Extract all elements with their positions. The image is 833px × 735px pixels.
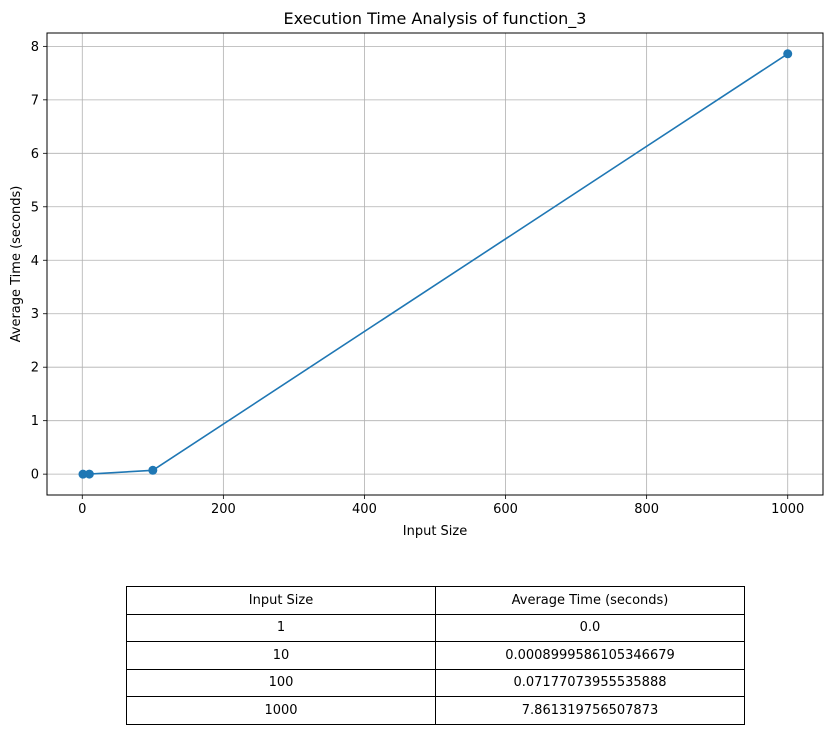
y-tick-label: 0 (31, 468, 39, 483)
x-tick-label: 200 (211, 502, 236, 517)
table-row: 1 0.0 (126, 613, 745, 642)
table-body: Input Size Average Time (seconds) 1 0.0 10 0.… (126, 586, 745, 725)
table-cell: Input Size (126, 586, 436, 615)
table-row: 1000 7.861319756507873 (126, 696, 745, 725)
x-axis-label: Input Size (403, 524, 467, 539)
y-tick-label: 1 (31, 414, 39, 429)
plot-frame (46, 32, 824, 496)
table-cell: 100 (126, 668, 436, 697)
series (78, 49, 793, 479)
x-tick-label: 0 (78, 502, 86, 517)
x-tick-label: 1000 (771, 502, 804, 517)
series-line (82, 53, 789, 475)
chart-title: Execution Time Analysis of function_3 (284, 9, 587, 29)
x-tick-label: 600 (493, 502, 518, 517)
table-cell: 0.0 (435, 613, 745, 642)
data-point (148, 465, 158, 475)
table-cell: 7.861319756507873 (435, 696, 745, 725)
y-tick-label: 4 (31, 254, 39, 269)
table-cell: Average Time (seconds) (435, 586, 745, 615)
data-point (783, 49, 793, 59)
table-cell: 0.0008999586105346679 (435, 641, 745, 670)
data-point (84, 469, 94, 479)
y-tick-label: 5 (31, 200, 39, 215)
x-tick-label: 400 (352, 502, 377, 517)
table-row: 10 0.0008999586105346679 (126, 641, 745, 670)
grid (47, 33, 823, 495)
table-cell: 1000 (126, 696, 436, 725)
y-axis-label: Average Time (seconds) (9, 186, 24, 343)
data-point (78, 469, 88, 479)
x-tick-label: 800 (634, 502, 659, 517)
y-tick-label: 3 (31, 307, 39, 322)
table-cell: 10 (126, 641, 436, 670)
y-tick-label: 7 (31, 93, 39, 108)
y-tick-label: 2 (31, 361, 39, 376)
table-row: 100 0.07177073955535888 (126, 668, 745, 697)
y-tick-label: 8 (31, 40, 39, 55)
axes: 0 200 400 600 800 1000 0 1 2 3 4 5 6 7 8 (31, 40, 805, 517)
data-table: Input Size Average Time (seconds) 1 0.0 10 0.… (126, 586, 745, 725)
table-cell: 0.07177073955535888 (435, 668, 745, 697)
table-cell: 1 (126, 613, 436, 642)
table-header-row: Input Size Average Time (seconds) (126, 586, 745, 615)
y-tick-label: 6 (31, 147, 39, 162)
